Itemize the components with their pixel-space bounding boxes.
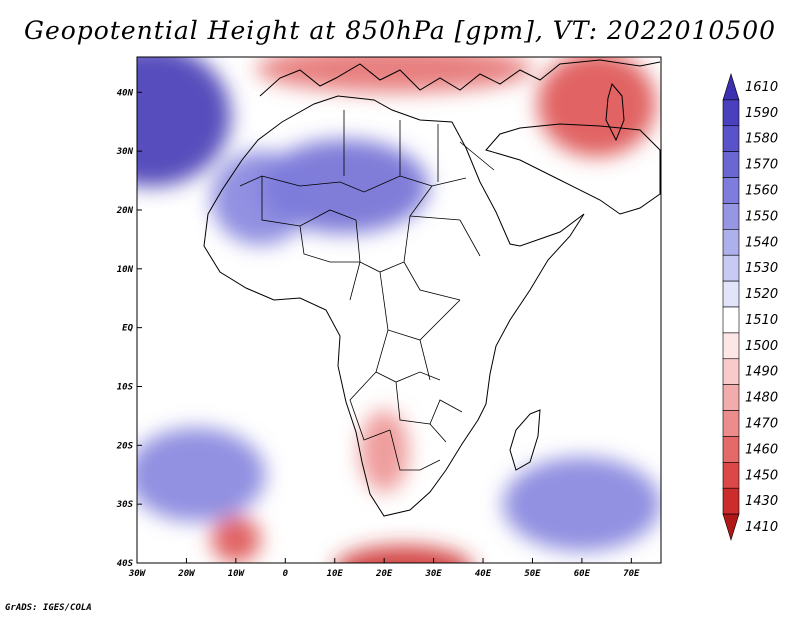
colorbar-label: 1510 — [745, 313, 778, 328]
y-tick-label: 40S — [117, 559, 134, 569]
x-axis: 30W 20W 10W 0 10E 20E 30E 40E 50E 60E 70E — [128, 558, 640, 579]
europe-coastline — [259, 59, 661, 97]
colorbar-label: 1410 — [745, 520, 778, 535]
colorbar-label: 1570 — [745, 158, 778, 173]
field-feature-kalahari-low — [359, 410, 409, 493]
colorbar-swatch — [722, 125, 740, 152]
y-tick-label: 10S — [117, 382, 134, 392]
field-feature-azores-high — [137, 57, 231, 187]
colorbar-label: 1520 — [745, 287, 778, 302]
field-feature-south-atlantic-high — [137, 427, 266, 522]
colorbar-swatch — [722, 436, 740, 463]
colorbar-swatch — [722, 462, 740, 489]
x-tick-label: 0 — [283, 569, 289, 579]
africa-coastline — [203, 95, 585, 517]
x-tick-label: 30W — [128, 569, 147, 579]
field-feature-med-low — [255, 57, 533, 93]
colorbar-label: 1480 — [745, 391, 778, 406]
madagascar-coastline — [509, 409, 541, 471]
x-tick-label: 60E — [574, 569, 591, 579]
x-tick-label: 50E — [524, 569, 541, 579]
colorbar-swatch — [722, 72, 740, 101]
colorbar-label: 1550 — [745, 209, 778, 224]
field-layer — [137, 57, 661, 563]
x-tick-label: 10E — [327, 569, 344, 579]
colorbar: 1610 1590 1580 1570 1560 1550 1540 1530 1520 1510… — [722, 72, 778, 542]
x-tick-label: 70E — [623, 569, 640, 579]
y-tick-label: 30N — [116, 147, 134, 157]
colorbar-swatch — [722, 151, 740, 178]
map-title: Geopotential Height at 850hPa [gpm], VT:… — [23, 16, 777, 45]
caspian-coastline — [605, 82, 625, 142]
colorbar-label: 1540 — [745, 235, 778, 250]
y-tick-label: EQ — [122, 324, 133, 334]
colorbar-label: 1450 — [745, 468, 778, 483]
x-tick-label: 40E — [475, 569, 492, 579]
colorbar-label: 1470 — [745, 417, 778, 432]
colorbar-label: 1460 — [745, 442, 778, 457]
colorbar-swatch — [722, 229, 740, 256]
colorbar-swatch — [722, 254, 740, 282]
colorbar-swatch — [722, 487, 740, 515]
x-tick-label: 30E — [424, 569, 442, 579]
colorbar-swatch — [722, 177, 740, 204]
y-axis: 40N 30N 20N 10N EQ 10S 20S 30S 40S — [116, 88, 142, 569]
colorbar-swatch — [722, 410, 740, 437]
x-tick-label: 20W — [177, 569, 196, 579]
plot-frame — [136, 56, 662, 564]
colorbar-label: 1590 — [745, 106, 778, 121]
colorbar-label: 1530 — [745, 261, 778, 276]
x-tick-label: 10W — [228, 569, 246, 579]
y-tick-label: 30S — [116, 500, 134, 510]
coastlines — [203, 59, 661, 517]
borders — [239, 110, 495, 471]
colorbar-label: 1490 — [745, 365, 778, 380]
colorbar-swatch — [722, 384, 740, 411]
colorbar-label: 1560 — [745, 184, 778, 199]
arabia-coastline — [485, 123, 661, 215]
colorbar-swatch — [722, 203, 740, 230]
colorbar-label: 1580 — [745, 132, 778, 147]
field-feature-west-sahara-high — [211, 151, 311, 246]
y-tick-label: 40N — [117, 88, 134, 98]
colorbar-label: 1430 — [745, 494, 778, 509]
colorbar-swatch — [722, 332, 740, 360]
x-tick-label: 20E — [375, 569, 393, 579]
colorbar-swatch — [722, 358, 740, 385]
colorbar-label: 1500 — [745, 339, 778, 354]
field-feature-southwest-atlantic-low — [211, 515, 261, 563]
colorbar-swatch — [722, 280, 740, 308]
footer-credit: GrADS: IGES/COLA — [5, 603, 92, 613]
field-feature-mideast-low — [537, 57, 657, 158]
y-tick-label: 20S — [116, 441, 134, 451]
colorbar-label: 1610 — [745, 80, 778, 95]
field-feature-indian-ocean-high — [502, 457, 661, 552]
colorbar-swatch — [722, 306, 740, 334]
colorbar-swatch — [722, 513, 740, 542]
y-tick-label: 20N — [116, 206, 134, 216]
y-tick-label: 10N — [117, 265, 134, 275]
colorbar-swatch — [722, 99, 740, 127]
field-feature-south-africa-low — [336, 545, 471, 563]
